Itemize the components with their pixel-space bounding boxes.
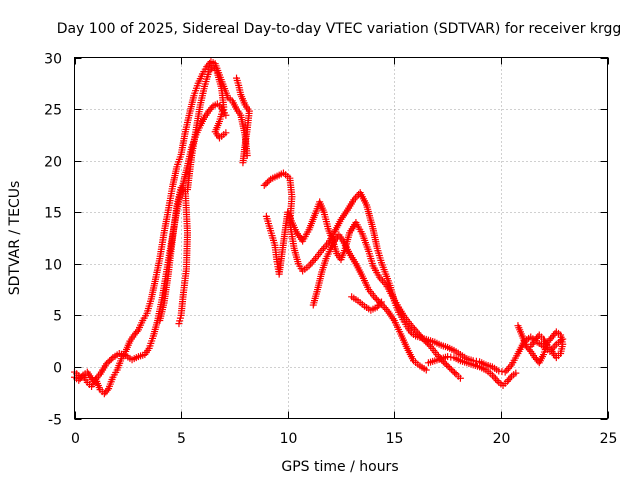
- series-track-7: [262, 198, 464, 382]
- y-tick-label: -5: [48, 413, 62, 429]
- x-tick-label: 15: [386, 431, 404, 447]
- chart-title: Day 100 of 2025, Sidereal Day-to-day VTE…: [57, 21, 622, 37]
- y-tick-label: 30: [44, 52, 62, 68]
- plus-marker-trail: [424, 353, 520, 389]
- y-axis: -5 0 5 10 15 20 25 30: [44, 52, 608, 429]
- plus-marker-trail: [156, 183, 191, 328]
- y-tick-label: 10: [44, 258, 62, 274]
- series-track-4: [183, 62, 230, 194]
- series-track-6: [260, 169, 567, 376]
- x-tick-label: 0: [71, 431, 80, 447]
- plot-frame: [74, 57, 608, 419]
- x-tick-label: 20: [493, 431, 511, 447]
- grid-lines: [74, 57, 608, 419]
- x-axis: 0 5 10 15 20 25: [71, 57, 618, 447]
- x-axis-label: GPS time / hours: [281, 459, 398, 475]
- y-tick-label: 25: [44, 103, 62, 119]
- y-tick-label: 5: [53, 309, 62, 325]
- plus-marker-trail: [260, 169, 567, 376]
- plus-marker-trail: [514, 322, 567, 367]
- y-tick-label: 20: [44, 155, 62, 171]
- x-tick-label: 25: [600, 431, 618, 447]
- series-track-10: [424, 353, 520, 389]
- plus-marker-trail: [309, 231, 430, 374]
- y-axis-label: SDTVAR / TECUs: [7, 181, 23, 296]
- plus-marker-trail: [348, 293, 386, 314]
- y-tick-label: 15: [44, 206, 62, 222]
- y-tick-label: 0: [53, 361, 62, 377]
- series-track-5: [233, 74, 253, 167]
- plus-marker-trail: [183, 62, 230, 194]
- x-tick-label: 10: [280, 431, 298, 447]
- series-track-11: [514, 322, 567, 367]
- series-track-9: [348, 293, 386, 314]
- x-tick-label: 5: [177, 431, 186, 447]
- series-track-3: [156, 183, 191, 328]
- plus-marker-trail: [233, 74, 253, 167]
- plus-marker-trail: [262, 198, 464, 382]
- series-track-8: [309, 231, 430, 374]
